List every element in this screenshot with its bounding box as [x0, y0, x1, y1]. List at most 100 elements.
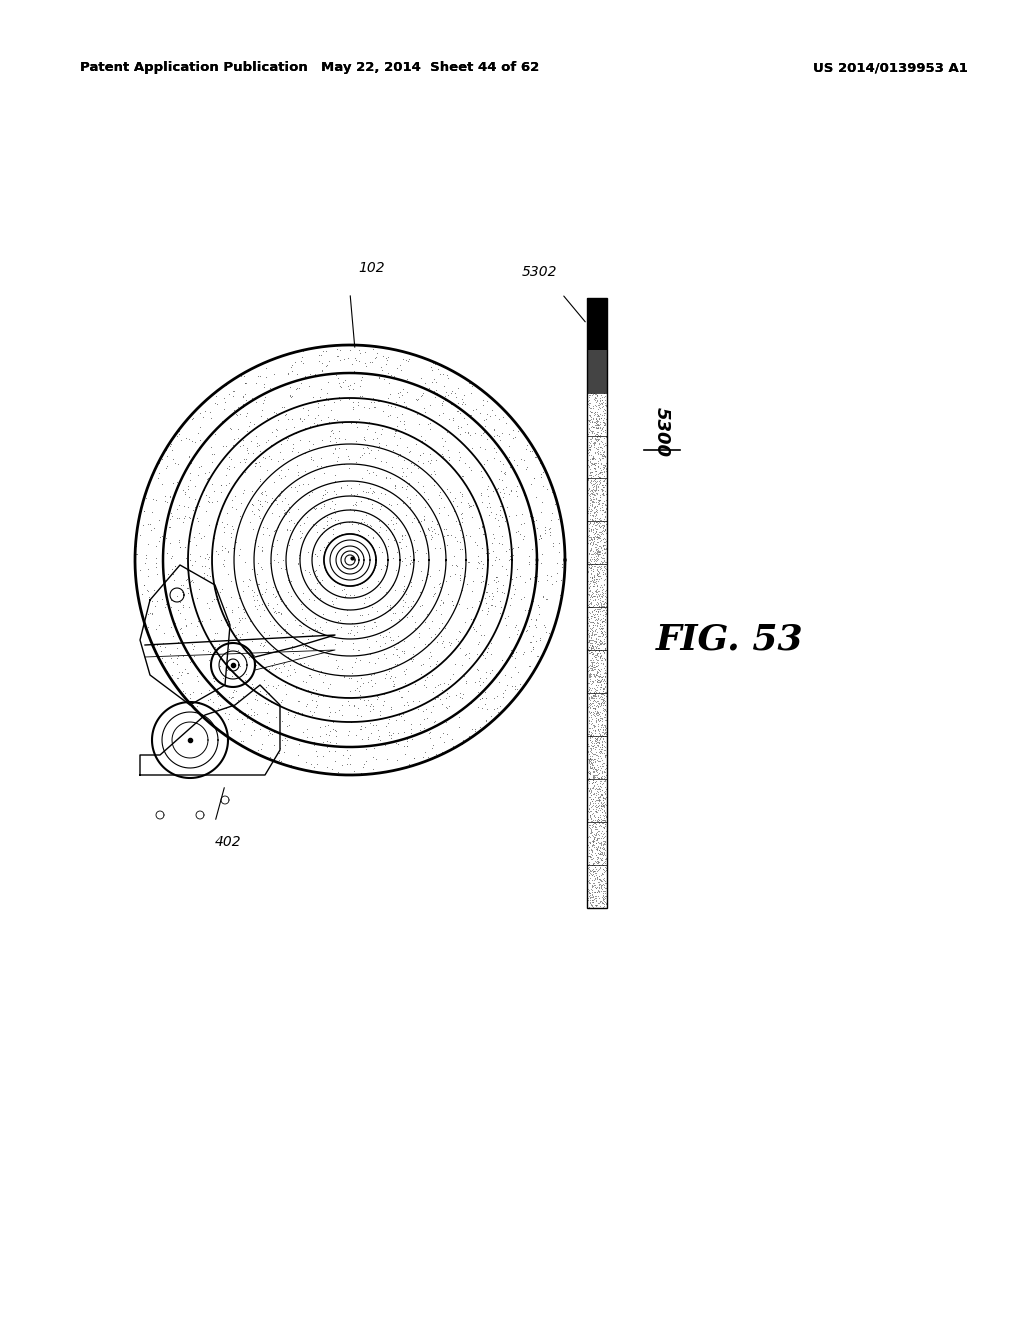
Point: [254, 558, 270, 579]
Point: [591, 789, 607, 810]
Point: [597, 845, 613, 866]
Point: [597, 780, 613, 801]
Point: [590, 859, 606, 880]
Point: [398, 368, 415, 389]
Point: [581, 886, 597, 907]
Point: [456, 384, 472, 405]
Point: [318, 387, 335, 408]
Point: [592, 632, 608, 653]
Point: [585, 417, 601, 438]
Point: [247, 449, 263, 470]
Point: [485, 686, 502, 708]
Point: [586, 529, 602, 550]
Point: [588, 461, 604, 482]
Point: [592, 675, 608, 696]
Point: [391, 705, 408, 726]
Point: [314, 341, 331, 362]
Point: [143, 502, 160, 523]
Point: [590, 583, 606, 605]
Point: [185, 500, 202, 521]
Point: [182, 544, 199, 565]
Point: [276, 630, 293, 651]
Point: [597, 810, 613, 832]
Point: [596, 657, 612, 678]
Point: [423, 450, 439, 471]
Point: [243, 705, 259, 726]
Point: [413, 425, 429, 446]
Point: [246, 581, 262, 602]
Point: [244, 579, 260, 601]
Point: [589, 411, 605, 432]
Point: [598, 795, 614, 816]
Point: [359, 488, 376, 510]
Point: [581, 780, 597, 801]
Point: [580, 470, 596, 491]
Point: [586, 606, 602, 627]
Point: [593, 594, 609, 615]
Point: [441, 677, 458, 698]
Point: [249, 619, 265, 640]
Point: [582, 471, 598, 492]
Point: [295, 473, 311, 494]
Point: [265, 721, 282, 742]
Point: [457, 541, 473, 562]
Point: [590, 479, 606, 500]
Point: [170, 631, 186, 652]
Point: [588, 487, 604, 508]
Point: [297, 560, 313, 581]
Point: [581, 735, 597, 756]
Point: [479, 581, 496, 602]
Point: [355, 426, 372, 447]
Point: [594, 475, 610, 496]
Point: [594, 404, 610, 425]
Point: [589, 424, 605, 445]
Point: [525, 566, 542, 587]
Point: [588, 797, 604, 818]
Point: [472, 688, 488, 709]
Point: [597, 511, 613, 532]
Point: [196, 478, 212, 499]
Point: [588, 623, 604, 644]
Point: [364, 363, 380, 384]
Point: [200, 467, 216, 488]
Point: [586, 834, 602, 855]
Point: [584, 705, 600, 726]
Point: [581, 478, 597, 499]
Point: [587, 451, 603, 473]
Point: [596, 414, 612, 436]
Point: [597, 395, 613, 416]
Point: [582, 792, 598, 813]
Point: [347, 413, 364, 434]
Point: [583, 521, 599, 543]
Point: [588, 638, 604, 659]
Point: [459, 574, 475, 595]
Point: [584, 474, 600, 495]
Point: [388, 513, 404, 535]
Point: [382, 725, 398, 746]
Point: [143, 590, 160, 611]
Point: [306, 731, 323, 752]
Point: [586, 748, 602, 770]
Point: [585, 803, 601, 824]
Point: [581, 857, 597, 878]
Point: [586, 851, 602, 873]
Point: [461, 647, 477, 668]
Point: [585, 643, 601, 664]
Point: [588, 686, 604, 708]
Point: [583, 751, 599, 772]
Point: [588, 878, 604, 899]
Point: [360, 412, 377, 433]
Point: [264, 583, 281, 605]
Point: [210, 544, 226, 565]
Point: [266, 601, 283, 622]
Point: [481, 543, 498, 564]
Point: [487, 549, 504, 570]
Point: [581, 404, 597, 425]
Point: [581, 814, 597, 836]
Point: [202, 688, 218, 709]
Point: [293, 615, 309, 636]
Point: [360, 636, 377, 657]
Point: [333, 477, 349, 498]
Point: [581, 524, 597, 545]
Point: [582, 832, 598, 853]
